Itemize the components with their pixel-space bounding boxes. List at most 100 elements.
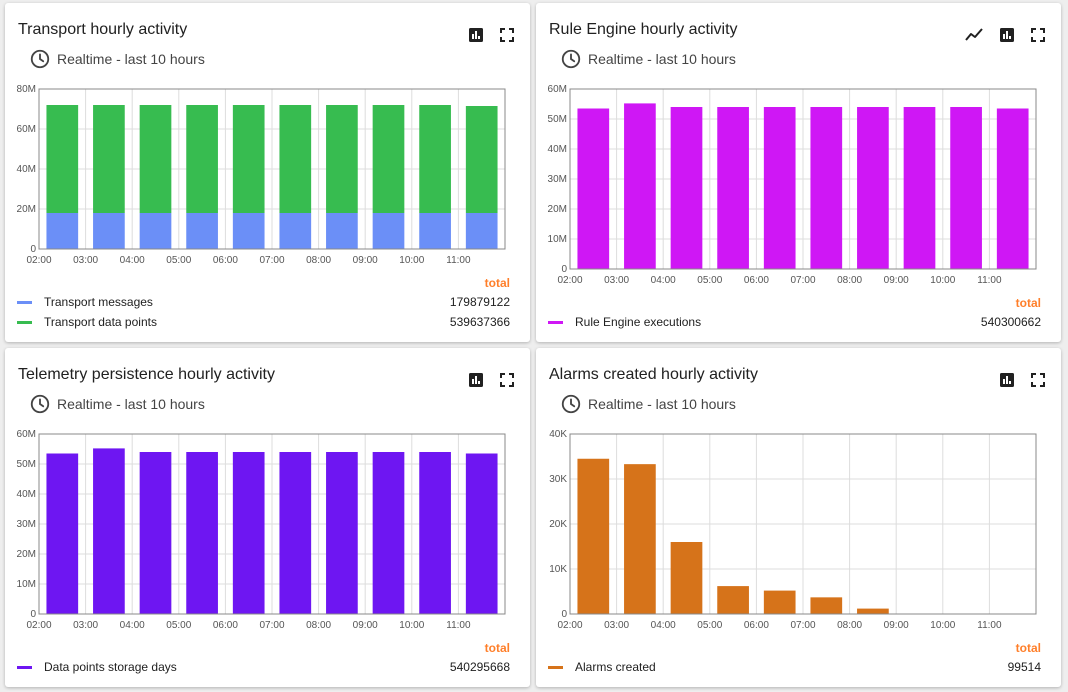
bar bbox=[46, 453, 79, 614]
bar bbox=[857, 608, 889, 614]
timewindow[interactable]: Realtime - last 10 hours bbox=[29, 48, 205, 70]
chart-type-button[interactable] bbox=[997, 25, 1017, 45]
bar bbox=[996, 108, 1029, 269]
bar bbox=[46, 105, 79, 213]
bar bbox=[232, 452, 265, 614]
x-tick-label: 10:00 bbox=[930, 620, 955, 631]
bar bbox=[279, 105, 312, 213]
fullscreen-button[interactable] bbox=[1028, 25, 1048, 45]
x-tick-label: 08:00 bbox=[837, 620, 862, 631]
fullscreen-button[interactable] bbox=[1028, 370, 1048, 390]
widget-title: Alarms created hourly activity bbox=[549, 366, 758, 383]
chart-type-button[interactable] bbox=[466, 370, 486, 390]
fullscreen-icon bbox=[500, 28, 514, 42]
y-tick-label: 40M bbox=[17, 489, 36, 500]
bar bbox=[810, 107, 843, 269]
x-tick-label: 11:00 bbox=[446, 255, 471, 266]
widget-alarms-created: Alarms created hourly activity Realtime … bbox=[536, 348, 1061, 687]
legend-label: Transport data points bbox=[44, 315, 157, 329]
plot-border bbox=[38, 88, 506, 250]
x-tick-label: 07:00 bbox=[790, 275, 815, 286]
legend-item[interactable]: Rule Engine executions 540300662 bbox=[548, 314, 1041, 330]
y-tick-label: 0 bbox=[561, 264, 567, 275]
bar bbox=[763, 107, 796, 269]
bar bbox=[465, 213, 498, 249]
bar-chart: 0 10M 20M 30M 40M 50M 60M 02:00 03:00 04:00 05:00 0… bbox=[17, 429, 506, 631]
bar-chart: 0 10M 20M 30M 40M 50M 60M 02:00 03:00 04:00 05:00 0… bbox=[548, 84, 1037, 286]
plot-border bbox=[569, 88, 1037, 270]
x-tick-label: 05:00 bbox=[697, 620, 722, 631]
y-tick-label: 0 bbox=[30, 244, 36, 255]
timewindow-label: Realtime - last 10 hours bbox=[588, 51, 736, 67]
x-tick-label: 09:00 bbox=[884, 620, 909, 631]
bar-chart: 0 10K 20K 30K 40K 02:00 03:00 04:00 05:00 06:00 07… bbox=[549, 429, 1037, 631]
widget-transport: Transport hourly activity Realtime - las… bbox=[5, 3, 530, 342]
bar bbox=[279, 452, 312, 614]
x-tick-label: 11:00 bbox=[977, 275, 1002, 286]
bar bbox=[139, 452, 172, 614]
timewindow[interactable]: Realtime - last 10 hours bbox=[29, 393, 205, 415]
y-tick-label: 30M bbox=[548, 174, 567, 185]
y-tick-label: 30K bbox=[549, 474, 567, 485]
x-tick-label: 05:00 bbox=[697, 275, 722, 286]
bar bbox=[763, 590, 796, 614]
bar-chart-icon bbox=[1000, 373, 1014, 387]
timewindow[interactable]: Realtime - last 10 hours bbox=[560, 393, 736, 415]
legend-swatch bbox=[548, 665, 563, 669]
bar bbox=[577, 458, 610, 614]
x-tick-label: 03:00 bbox=[604, 620, 629, 631]
y-tick-label: 20M bbox=[548, 204, 567, 215]
x-tick-label: 03:00 bbox=[73, 620, 98, 631]
bar bbox=[326, 213, 358, 249]
total-header: total bbox=[484, 641, 510, 655]
line-chart-button[interactable] bbox=[964, 25, 984, 45]
legend-swatch bbox=[17, 300, 32, 304]
x-tick-label: 09:00 bbox=[353, 255, 378, 266]
total-header: total bbox=[1015, 641, 1041, 655]
x-tick-label: 08:00 bbox=[306, 620, 331, 631]
legend-total: 99514 bbox=[1007, 660, 1041, 674]
legend-item[interactable]: Transport data points 539637366 bbox=[17, 314, 510, 330]
bar bbox=[624, 103, 656, 270]
timewindow[interactable]: Realtime - last 10 hours bbox=[560, 48, 736, 70]
bar bbox=[465, 453, 498, 614]
fullscreen-button[interactable] bbox=[497, 25, 517, 45]
clock-icon bbox=[561, 49, 581, 69]
chart-type-button[interactable] bbox=[466, 25, 486, 45]
widget-title: Rule Engine hourly activity bbox=[549, 21, 738, 38]
x-tick-label: 09:00 bbox=[353, 620, 378, 631]
x-tick-label: 05:00 bbox=[166, 255, 191, 266]
chart-type-button[interactable] bbox=[997, 370, 1017, 390]
line-chart-icon bbox=[965, 28, 983, 41]
bar bbox=[93, 448, 125, 614]
legend-item[interactable]: Alarms created 99514 bbox=[548, 659, 1041, 675]
legend-item[interactable]: Data points storage days 540295668 bbox=[17, 659, 510, 675]
bar bbox=[279, 213, 312, 249]
legend-item[interactable]: Transport messages 179879122 bbox=[17, 294, 510, 310]
fullscreen-button[interactable] bbox=[497, 370, 517, 390]
bar bbox=[186, 452, 218, 614]
legend-label: Transport messages bbox=[44, 295, 153, 309]
bar bbox=[46, 213, 79, 249]
x-tick-label: 07:00 bbox=[790, 620, 815, 631]
bar bbox=[372, 213, 405, 249]
fullscreen-icon bbox=[500, 373, 514, 387]
bar bbox=[670, 107, 703, 269]
bar bbox=[232, 105, 265, 213]
bar bbox=[186, 105, 218, 213]
y-tick-label: 40M bbox=[17, 164, 36, 175]
x-tick-label: 05:00 bbox=[166, 620, 191, 631]
bar bbox=[139, 105, 172, 213]
y-tick-label: 60M bbox=[17, 124, 36, 135]
x-tick-label: 08:00 bbox=[306, 255, 331, 266]
bar bbox=[624, 464, 656, 614]
clock-icon bbox=[30, 49, 50, 69]
x-tick-label: 10:00 bbox=[399, 255, 424, 266]
timewindow-label: Realtime - last 10 hours bbox=[57, 396, 205, 412]
widget-rule-engine: Rule Engine hourly activity Realtime - l… bbox=[536, 3, 1061, 342]
y-tick-label: 10M bbox=[548, 234, 567, 245]
legend-total: 179879122 bbox=[449, 295, 510, 309]
x-tick-label: 04:00 bbox=[651, 275, 676, 286]
x-tick-label: 04:00 bbox=[651, 620, 676, 631]
x-tick-label: 03:00 bbox=[73, 255, 98, 266]
